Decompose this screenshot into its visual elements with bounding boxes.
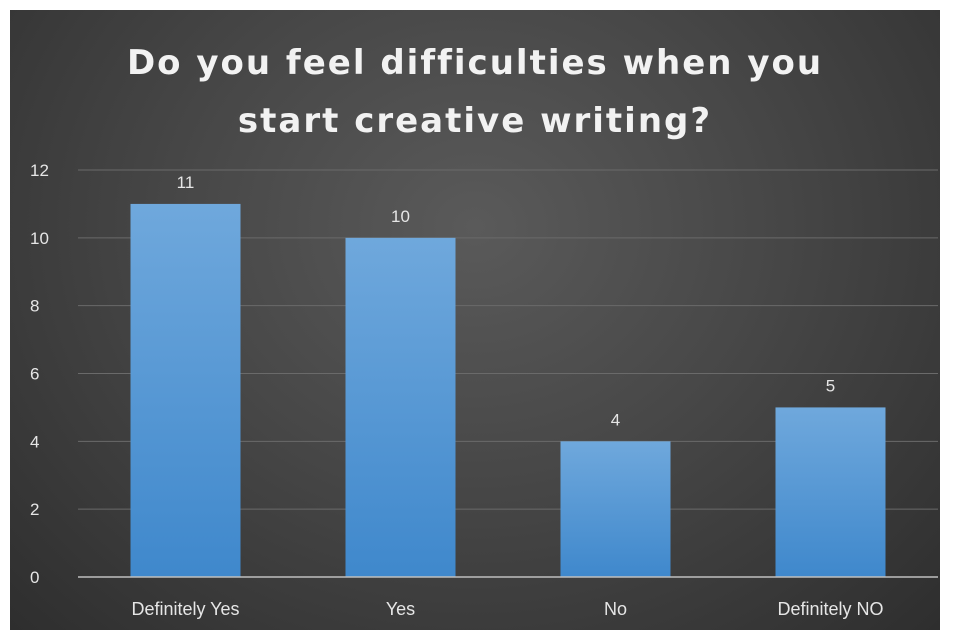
chart-area: Do you feel difficulties when you start …	[10, 10, 940, 630]
data-label: 4	[611, 410, 620, 429]
chart-title: Do you feel difficulties when you start …	[10, 34, 940, 150]
bars	[130, 203, 886, 578]
chart-title-line-2: start creative writing?	[237, 101, 713, 141]
y-tick-label: 8	[30, 297, 39, 316]
bar	[560, 441, 671, 577]
y-tick-label: 12	[30, 161, 49, 180]
data-label: 5	[826, 376, 835, 395]
y-tick-label: 6	[30, 365, 39, 384]
bar	[345, 237, 456, 578]
chart-title-line-1: Do you feel difficulties when you	[126, 43, 824, 83]
bar	[775, 407, 886, 577]
data-label: 10	[391, 207, 410, 226]
y-tick-label: 10	[30, 229, 49, 248]
y-tick-label: 4	[30, 432, 39, 451]
bar-chart: 0 2 4 6 8 10 12 11 Definitely Yes 10 Yes 4 No 5 Defini…	[30, 161, 938, 619]
y-tick-label: 0	[30, 568, 39, 587]
x-category-label: No	[604, 599, 627, 619]
x-category-label: Definitely NO	[777, 599, 883, 619]
labels: 0 2 4 6 8 10 12 11 Definitely Yes 10 Yes 4 No 5 Defini…	[30, 161, 884, 619]
x-category-label: Yes	[386, 599, 415, 619]
bar	[130, 203, 241, 577]
x-category-label: Definitely Yes	[131, 599, 239, 619]
data-label: 11	[177, 173, 195, 192]
y-tick-label: 2	[30, 500, 39, 519]
